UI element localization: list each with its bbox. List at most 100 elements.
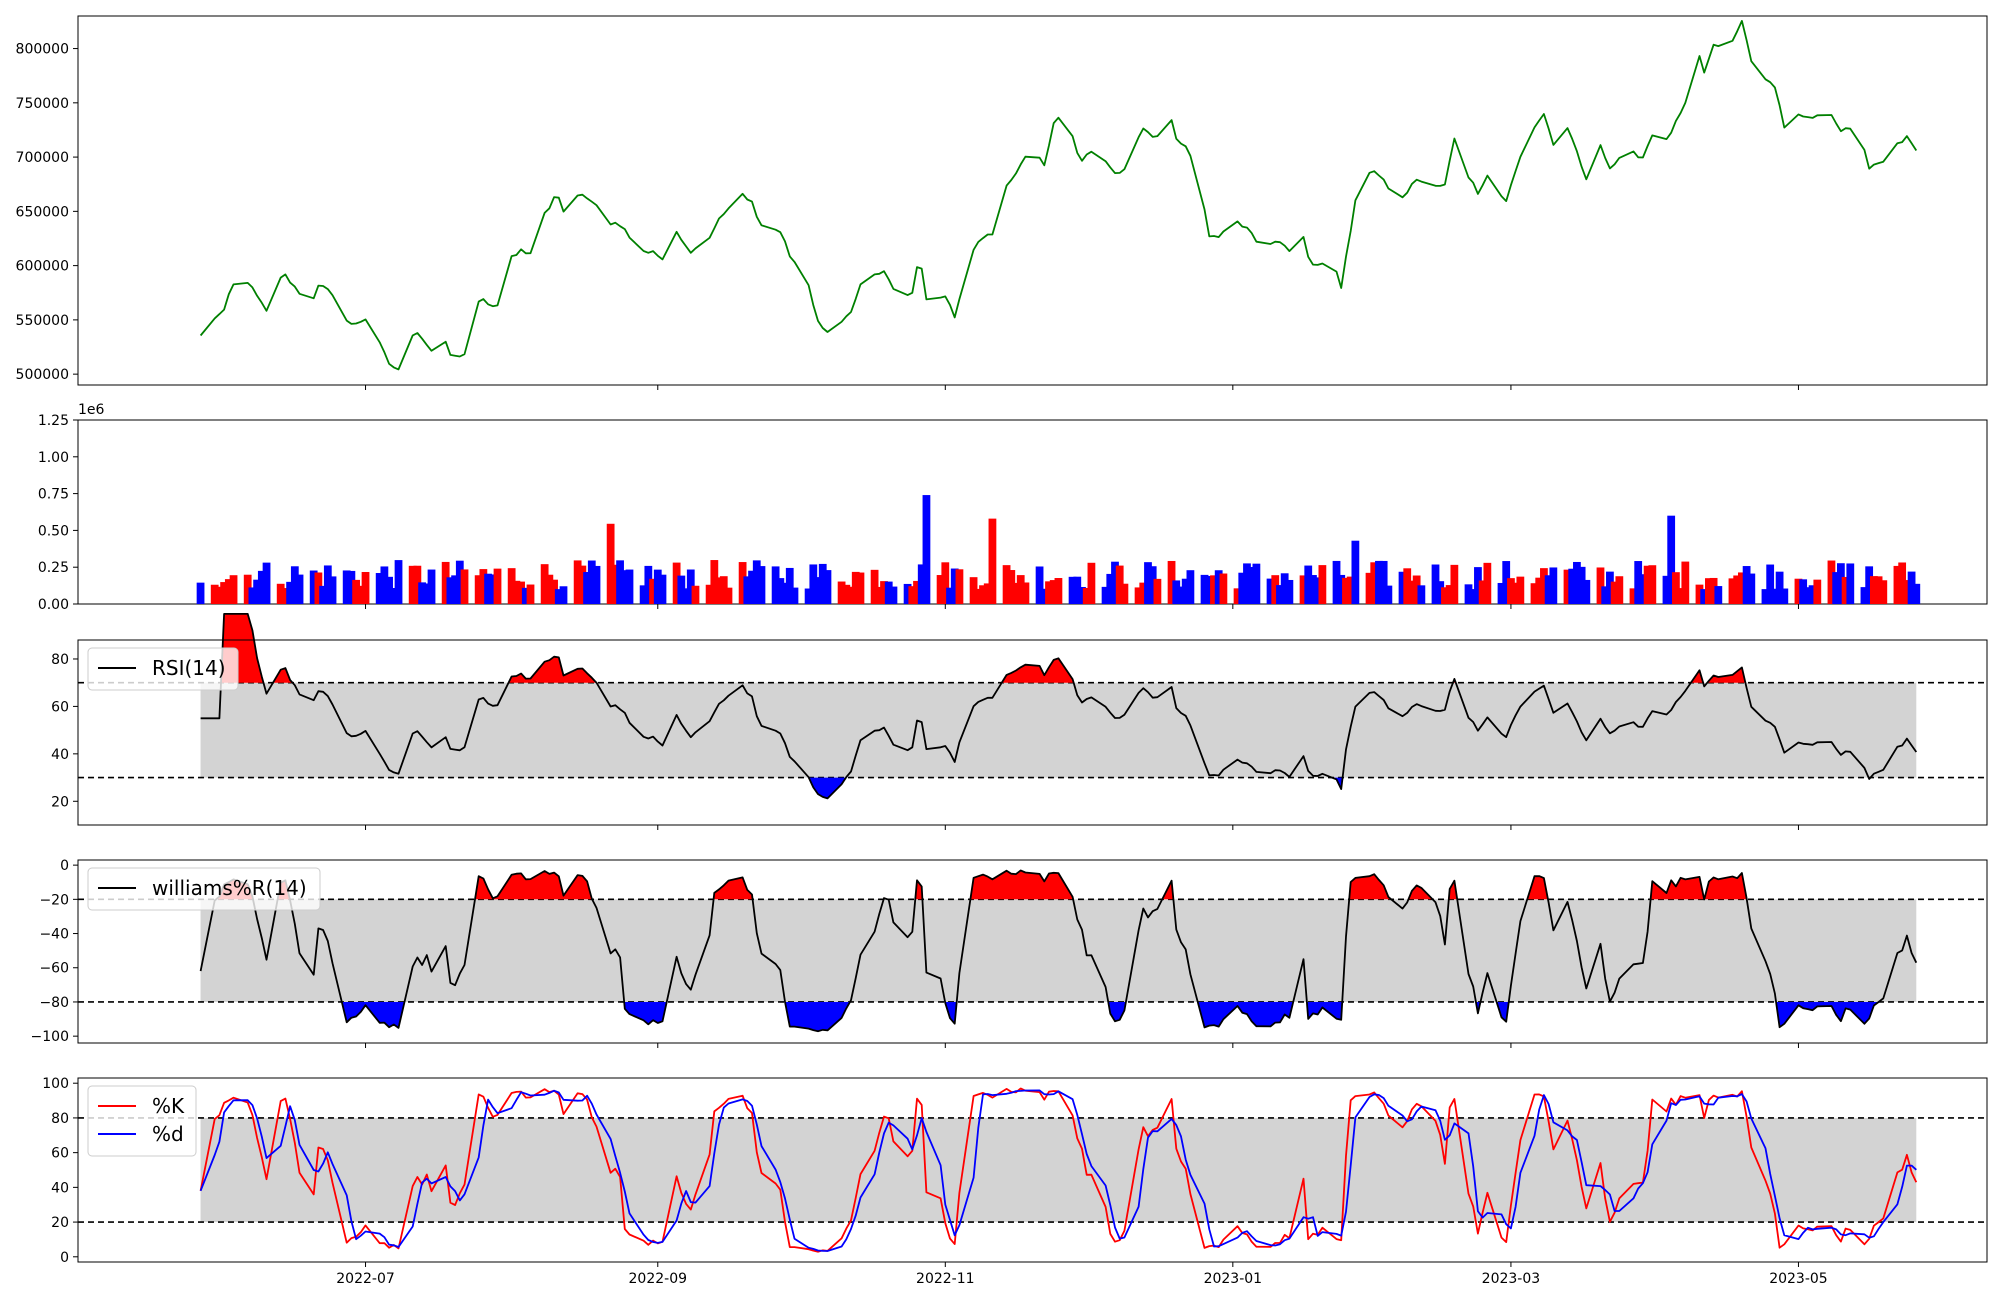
- volume-ytick-label: 1.25: [38, 413, 69, 429]
- volume-bar: [1412, 575, 1421, 604]
- volume-bar: [550, 579, 558, 604]
- volume-bar: [385, 576, 393, 604]
- volume-bar: [686, 569, 695, 604]
- stoch-d-line: [199, 1089, 1917, 1252]
- volume-bar: [988, 518, 997, 604]
- williams-overbought-fill: [1349, 874, 1392, 900]
- volume-bar: [1351, 540, 1360, 604]
- volume-bar: [1874, 576, 1883, 604]
- volume-bar: [1370, 562, 1379, 604]
- volume-bar: [394, 560, 403, 604]
- volume-bar: [521, 587, 530, 604]
- volume-bar: [1233, 588, 1242, 604]
- volume-bar: [1299, 575, 1308, 604]
- volume-bar: [1544, 575, 1553, 604]
- volume-bar: [1276, 585, 1284, 604]
- williams-ytick-label: −20: [39, 892, 69, 908]
- volume-bar: [1700, 589, 1709, 604]
- volume-bar: [352, 579, 360, 604]
- volume-bar: [1502, 561, 1511, 604]
- volume-bar: [705, 584, 714, 604]
- volume-bar: [946, 587, 954, 604]
- rsi-ytick-label: 40: [51, 747, 69, 763]
- volume-bar: [884, 581, 893, 604]
- volume-bar: [1087, 562, 1096, 604]
- volume-bar: [1912, 583, 1921, 604]
- rsi-overbought-fill: [273, 668, 293, 683]
- volume-bar: [1337, 574, 1346, 604]
- volume-bar: [1205, 575, 1214, 604]
- volume-bar: [460, 569, 469, 604]
- volume-bar: [1375, 560, 1383, 604]
- williams-ytick-label: −80: [39, 995, 69, 1011]
- volume-bar: [790, 587, 799, 604]
- volume-bar: [276, 583, 285, 604]
- volume-bar: [658, 574, 667, 604]
- volume-bar: [1068, 576, 1077, 604]
- volume-bar: [1167, 560, 1176, 604]
- volume-bar: [1860, 587, 1869, 604]
- volume-bar: [950, 568, 959, 604]
- williams-overbought-fill: [475, 871, 593, 900]
- volume-bar: [1634, 561, 1643, 604]
- williams-ytick-label: −40: [39, 927, 69, 943]
- volume-bar: [1021, 582, 1030, 604]
- volume-bar: [847, 586, 855, 604]
- volume-bar: [785, 567, 794, 604]
- volume-bar: [979, 585, 987, 604]
- volume-bar: [875, 586, 884, 604]
- rsi-line: [200, 613, 1918, 800]
- volume-bar: [1742, 566, 1751, 604]
- volume-bar: [361, 571, 370, 604]
- volume-bar: [389, 587, 398, 604]
- volume-bar: [1573, 561, 1581, 604]
- volume-bar: [583, 572, 591, 604]
- volume-bar: [1040, 588, 1049, 604]
- volume-bar: [526, 584, 535, 604]
- rsi-overbought-fill: [508, 656, 597, 683]
- williams-band: [200, 899, 1917, 1002]
- volume-bar: [309, 570, 318, 604]
- williams-legend-label: williams%R(14): [152, 876, 307, 900]
- volume-bar: [1049, 580, 1058, 604]
- volume-bar: [540, 564, 549, 604]
- volume-bar: [743, 576, 752, 604]
- volume-bar: [1771, 588, 1779, 604]
- volume-bar: [559, 586, 568, 604]
- volume-ytick-label: 1.00: [38, 450, 69, 466]
- volume-bar: [1304, 565, 1313, 604]
- volume-bar: [917, 564, 926, 604]
- volume-bar: [1441, 587, 1449, 604]
- volume-bar: [842, 584, 851, 604]
- volume-bar: [1563, 569, 1572, 604]
- volume-bar: [1280, 573, 1289, 604]
- volume-bar: [1511, 582, 1520, 604]
- volume-bar: [1045, 581, 1053, 604]
- volume-bar: [1775, 571, 1784, 604]
- volume-bar: [1662, 575, 1671, 604]
- volume-bar: [804, 588, 813, 604]
- williams-panel: −100 −80 −60 −40 −20 0 williams%R(14): [31, 858, 1988, 1048]
- volume-bar: [625, 569, 634, 604]
- volume-offset-label: 1e6: [78, 402, 105, 418]
- stoch-band: [200, 1117, 1917, 1223]
- volume-bar: [1120, 583, 1129, 604]
- volume-bar: [889, 586, 898, 604]
- rsi-ytick-label: 80: [51, 652, 69, 668]
- volume-bar: [616, 560, 624, 604]
- volume-bar: [1115, 565, 1124, 604]
- x-tick-label: 2023-03: [1482, 1271, 1541, 1287]
- volume-bar: [1836, 563, 1845, 604]
- volume-bar: [1210, 575, 1218, 604]
- x-tick-label: 2022-09: [629, 1271, 688, 1287]
- volume-bar: [1846, 563, 1855, 604]
- volume-bar: [814, 577, 822, 604]
- volume-bar: [823, 570, 832, 604]
- volume-bar: [356, 585, 365, 604]
- volume-bar: [1672, 572, 1680, 604]
- volume-bar: [1516, 576, 1525, 604]
- stoch-legend-label: %K: [152, 1094, 185, 1118]
- volume-bar: [455, 560, 464, 604]
- price-ytick-label: 700000: [16, 150, 69, 166]
- volume-bar: [1139, 582, 1148, 604]
